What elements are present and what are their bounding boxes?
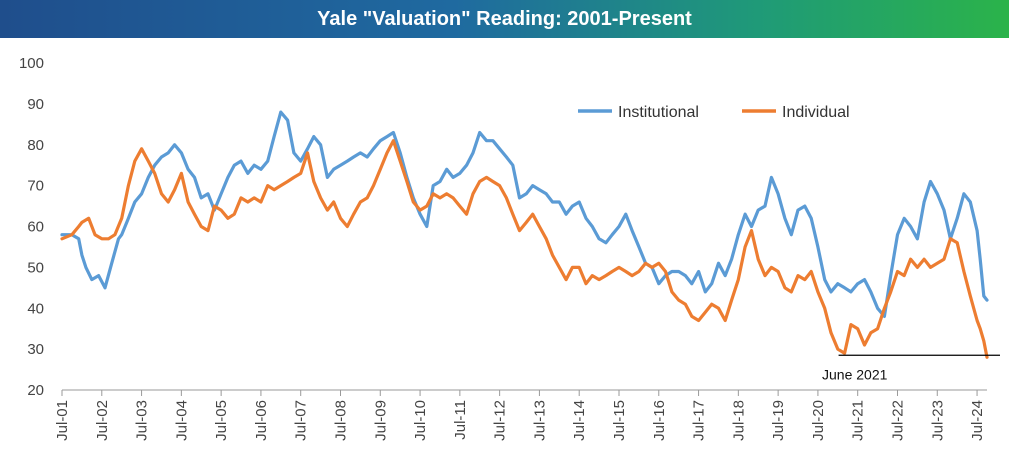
individual-line [60,139,989,359]
x-tick-label: Jul-01 [54,400,71,441]
x-tick-label: Jul-10 [412,400,429,441]
x-tick-label: Jul-06 [253,400,270,441]
june-2021-label: June 2021 [822,366,888,382]
chart-title: Yale "Valuation" Reading: 2001-Present [317,7,692,30]
x-tick-label: Jul-17 [691,400,708,441]
x-tick-label: Jul-12 [492,400,509,441]
x-tick-label: Jul-15 [611,400,628,441]
x-tick-label: Jul-20 [810,400,827,441]
annotation-layer: June 2021 [822,354,1000,382]
x-tick-label: Jul-07 [293,400,310,441]
title-banner: Yale "Valuation" Reading: 2001-Present [0,0,1009,38]
x-axis: Jul-01 Jul-02 Jul-03 Jul-04 Jul-05 Jul-06 Jul-… [54,389,987,441]
x-tick-label: Jul-14 [571,400,588,441]
x-tick-label: Jul-03 [134,400,151,441]
x-tick-label: Jul-09 [372,400,389,441]
x-tick-label: Jul-19 [770,400,787,441]
y-tick-label: 50 [27,259,44,276]
x-tick-label: Jul-23 [929,400,946,441]
legend: Institutional Individual [578,104,850,121]
x-tick-label: Jul-22 [889,400,906,441]
y-tick-label: 80 [27,137,44,154]
y-tick-label: 40 [27,300,44,317]
y-tick-label: 90 [27,96,44,113]
legend-individual-label: Individual [782,104,850,121]
x-tick-label: Jul-21 [850,400,867,441]
legend-institutional-label: Institutional [618,104,699,121]
x-tick-label: Jul-16 [651,400,668,441]
x-tick-label: Jul-11 [452,400,469,440]
y-tick-label: 30 [27,341,44,358]
x-tick-label: Jul-13 [531,400,548,441]
x-tick-label: Jul-02 [94,400,111,441]
y-tick-label: 60 [27,219,44,236]
y-tick-label: 70 [27,178,44,195]
series-layer [60,110,989,359]
x-tick-label: Jul-08 [332,400,349,441]
y-tick-label: 100 [19,55,44,72]
x-tick-label: Jul-05 [213,400,230,441]
y-axis: 20 30 40 50 60 70 80 90 100 [19,55,44,399]
x-tick-label: Jul-24 [969,400,986,441]
institutional-line [60,110,989,318]
x-tick-label: Jul-04 [173,400,190,441]
y-tick-label: 20 [27,382,44,399]
x-tick-label: Jul-18 [730,400,747,441]
